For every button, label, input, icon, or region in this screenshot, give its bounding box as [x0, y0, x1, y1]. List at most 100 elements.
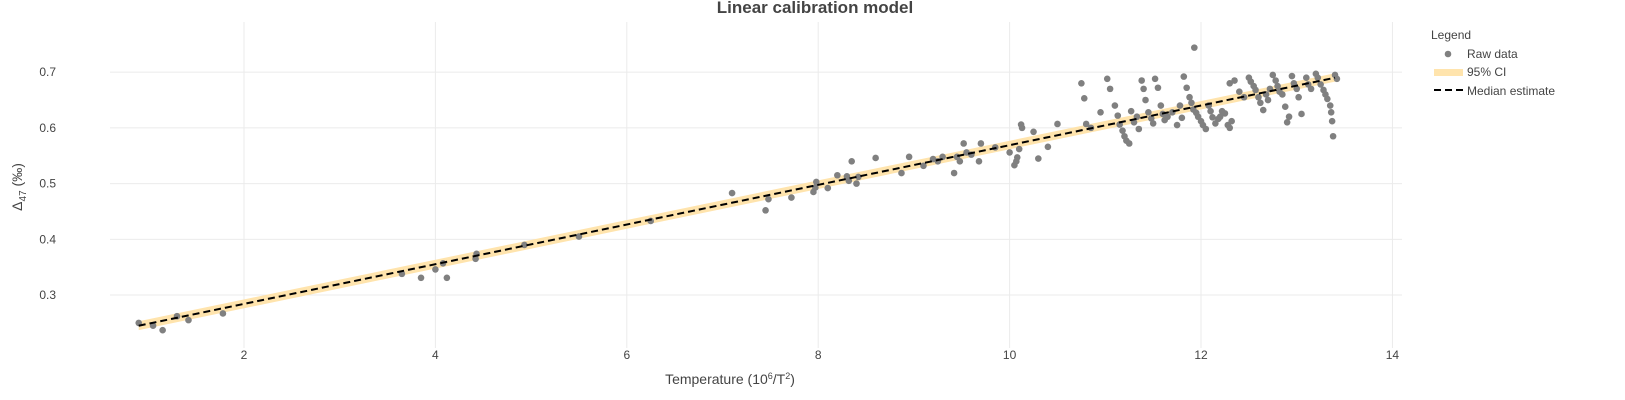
data-point-16	[728, 189, 736, 197]
data-point-50	[1015, 145, 1023, 153]
data-point-137	[1293, 85, 1301, 93]
x-tick-label-2: 6	[623, 348, 630, 362]
data-point-140	[1302, 74, 1310, 82]
data-point-93	[1186, 93, 1193, 101]
x-axis-label: Temperature (106/T2)	[665, 371, 795, 387]
data-point-56	[1054, 120, 1061, 128]
data-point-123	[1259, 106, 1267, 114]
data-point-61	[1097, 108, 1104, 116]
data-point-32	[905, 153, 913, 161]
data-point-65	[1114, 112, 1122, 119]
data-point-74	[1135, 125, 1143, 133]
data-point-152	[1329, 132, 1337, 140]
legend-title: Legend	[1431, 28, 1471, 42]
y-axis-label: Δ47 (‰)	[9, 163, 29, 211]
data-point-127	[1269, 71, 1277, 79]
data-point-133	[1283, 119, 1291, 126]
data-point-148	[1324, 95, 1331, 103]
data-point-114	[1231, 77, 1238, 84]
data-point-134	[1285, 113, 1293, 121]
raw-data-points	[135, 44, 1341, 334]
data-point-53	[1030, 128, 1037, 136]
data-point-67	[1119, 127, 1126, 134]
data-point-13	[521, 241, 528, 249]
data-point-37	[950, 169, 958, 177]
data-point-91	[1180, 73, 1188, 80]
x-tick-label-4: 10	[1003, 348, 1017, 362]
data-point-120	[1252, 86, 1259, 94]
legend: Legend Raw data 95% CI Median estimate	[1431, 28, 1555, 98]
data-point-49	[1013, 154, 1021, 161]
data-point-43	[975, 158, 983, 165]
data-point-18	[765, 195, 772, 203]
data-point-106	[1216, 113, 1224, 121]
data-point-125	[1264, 96, 1272, 104]
legend-ci-swatch	[1434, 69, 1463, 76]
data-point-113	[1226, 79, 1234, 87]
data-point-111	[1228, 117, 1235, 125]
y-tick-label-4: 0.7	[39, 65, 56, 79]
data-point-71	[1127, 107, 1135, 115]
data-point-24	[834, 171, 841, 179]
data-point-17	[762, 207, 769, 214]
data-point-2	[159, 326, 166, 334]
data-point-27	[848, 158, 856, 165]
data-point-75	[1138, 77, 1145, 84]
data-point-139	[1298, 110, 1305, 118]
data-point-21	[812, 184, 819, 191]
data-point-132	[1281, 103, 1289, 111]
x-tick-label-6: 14	[1386, 348, 1400, 362]
data-point-145	[1317, 81, 1324, 88]
y-tick-label-0: 0.3	[39, 288, 56, 302]
data-point-44	[977, 140, 985, 147]
data-point-23	[824, 184, 832, 192]
data-point-10	[443, 274, 451, 282]
x-tick-label-3: 8	[815, 348, 822, 362]
data-point-64	[1111, 102, 1119, 109]
data-point-5	[219, 310, 227, 317]
data-point-70	[1125, 140, 1133, 147]
data-point-89	[1176, 102, 1184, 109]
data-point-102	[1207, 107, 1214, 115]
data-point-149	[1326, 102, 1334, 109]
data-point-55	[1044, 143, 1052, 151]
y-tick-labels: 0.3 0.4 0.5 0.6 0.7	[39, 65, 56, 302]
data-point-46	[1006, 149, 1013, 156]
data-point-122	[1257, 99, 1264, 107]
median-line	[138, 76, 1336, 327]
x-tick-label-5: 12	[1194, 348, 1208, 362]
data-point-77	[1142, 96, 1149, 104]
data-point-88	[1173, 121, 1181, 129]
y-tick-label-1: 0.4	[39, 232, 56, 246]
data-point-28	[853, 180, 860, 187]
data-point-142	[1307, 85, 1315, 93]
data-point-40	[960, 140, 967, 147]
data-point-33	[920, 162, 927, 170]
data-point-154	[1333, 75, 1341, 83]
x-tick-labels: 2 4 6 8 10 12 14	[241, 348, 1400, 362]
data-point-22	[812, 178, 820, 186]
data-point-108	[1221, 110, 1229, 117]
data-point-131	[1279, 91, 1286, 98]
x-tick-label-1: 4	[432, 348, 439, 362]
data-point-8	[432, 266, 439, 273]
data-point-94	[1188, 99, 1195, 107]
data-point-52	[1018, 124, 1026, 132]
data-point-115	[1236, 88, 1243, 95]
data-point-59	[1082, 120, 1090, 128]
data-point-62	[1103, 75, 1111, 83]
data-point-103	[1209, 113, 1216, 121]
data-point-19	[788, 194, 795, 201]
data-point-54	[1035, 155, 1042, 162]
data-point-29	[855, 173, 862, 181]
y-tick-label-2: 0.5	[39, 177, 56, 191]
data-point-76	[1140, 85, 1147, 93]
data-point-57	[1078, 79, 1085, 87]
data-point-7	[417, 274, 425, 282]
data-point-135	[1288, 72, 1296, 80]
y-tick-label-3: 0.6	[39, 121, 56, 135]
legend-median-label: Median estimate	[1467, 84, 1555, 98]
legend-raw-data-label: Raw data	[1467, 47, 1518, 61]
data-point-39	[956, 158, 964, 165]
data-point-63	[1106, 85, 1114, 93]
